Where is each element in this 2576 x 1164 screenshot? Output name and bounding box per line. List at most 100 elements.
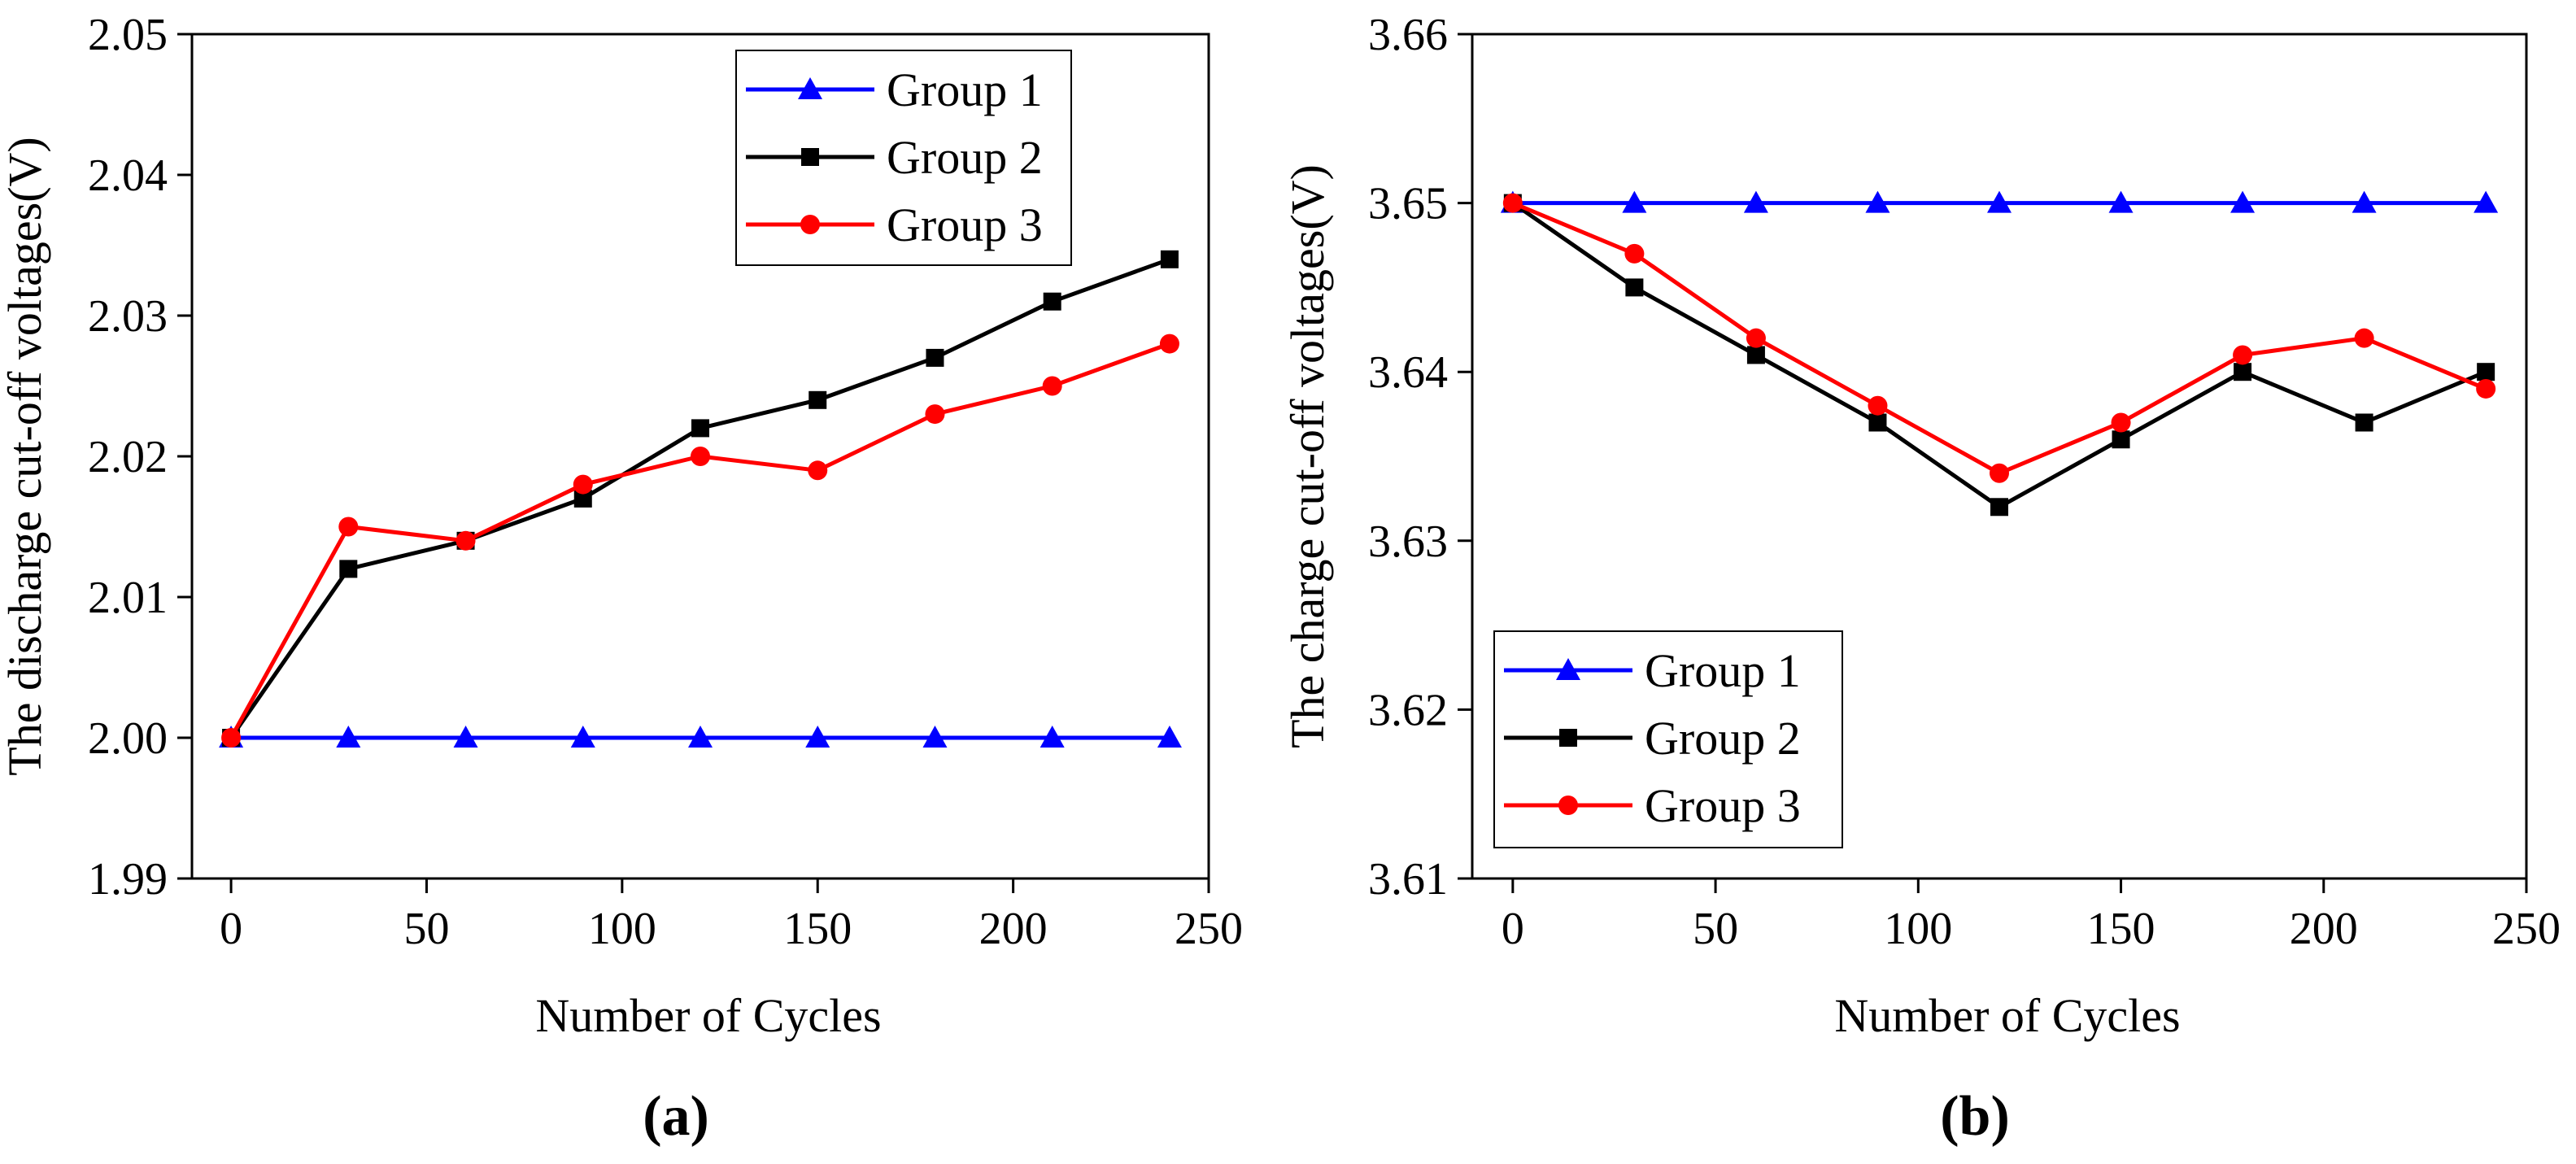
data-point: [1746, 328, 1766, 348]
series-group-3: [1502, 193, 2496, 483]
y-tick-label: 2.03: [88, 291, 168, 342]
series-line: [229, 257, 1170, 739]
data-point: [1865, 190, 1890, 213]
data-point: [2352, 190, 2377, 213]
x-tick-label: 200: [979, 904, 1048, 954]
legend-label: Group 3: [1645, 779, 1801, 832]
data-point: [1160, 250, 1179, 268]
x-tick-label: 0: [1502, 904, 1524, 954]
x-tick-label: 100: [1884, 904, 1952, 954]
series-line: [1511, 201, 2487, 476]
x-tick-label: 0: [220, 904, 242, 954]
legend-item: Group 2: [746, 131, 1043, 184]
series-group-1: [219, 726, 1182, 748]
data-point: [1868, 413, 1887, 432]
data-point: [691, 419, 709, 438]
legend-label: Group 1: [1645, 644, 1801, 697]
data-point: [1746, 346, 1765, 364]
x-tick-label: 50: [1693, 904, 1738, 954]
data-point: [2108, 190, 2134, 213]
data-point: [691, 447, 710, 466]
data-point: [1743, 190, 1768, 213]
legend-swatch-marker: [1556, 658, 1580, 680]
data-point: [338, 517, 359, 537]
y-axis-label: The discharge cut-off voltages(V): [0, 137, 51, 775]
data-point: [1040, 726, 1065, 748]
data-point: [1043, 292, 1061, 311]
data-point: [2112, 430, 2130, 449]
data-point: [2474, 190, 2499, 213]
legend-label: Group 1: [887, 63, 1043, 116]
data-point: [2477, 363, 2495, 381]
legend-label: Group 2: [887, 131, 1043, 184]
data-point: [2476, 378, 2496, 399]
y-tick-label: 3.62: [1368, 685, 1448, 735]
series-line: [229, 342, 1170, 739]
series-group-3: [221, 334, 1179, 748]
data-point: [1624, 243, 1645, 264]
chart-panel-a: 0 50 100 150 200 250 1.99 2.00 2.01 2.02 2.03 2.04 2…: [0, 10, 1243, 1148]
data-point: [453, 726, 478, 748]
panel-label: (b): [1940, 1085, 2010, 1148]
series-group-1: [1500, 190, 2499, 213]
data-point: [2233, 345, 2253, 365]
legend: Group 1 Group 2 Group 3: [1493, 630, 1843, 848]
y-tick-label: 3.61: [1368, 854, 1448, 905]
series-line: [1511, 201, 2487, 509]
panel-label: (a): [643, 1085, 709, 1148]
data-point: [1625, 278, 1644, 297]
data-point: [2355, 413, 2373, 432]
data-point: [1990, 498, 2008, 517]
data-point: [573, 489, 592, 508]
y-tick-label: 2.01: [88, 573, 168, 623]
y-tick-label: 3.65: [1368, 179, 1448, 229]
legend-swatch-marker: [1558, 796, 1578, 815]
legend-item: Group 3: [1504, 779, 1801, 832]
x-tick-label: 50: [403, 904, 449, 954]
data-point: [1990, 463, 2009, 483]
data-point: [1042, 376, 1062, 396]
data-point: [926, 348, 944, 367]
legend: Group 1 Group 2 Group 3: [735, 50, 1072, 266]
legend-swatch-marker: [798, 77, 822, 99]
data-point: [925, 404, 945, 425]
data-point: [1622, 190, 1647, 213]
x-tick-label: 150: [2087, 904, 2155, 954]
x-axis-label: Number of Cycles: [1834, 989, 2180, 1042]
legend-item: Group 2: [1504, 712, 1801, 765]
data-point: [808, 460, 828, 481]
data-point: [922, 726, 948, 748]
x-tick-label: 200: [2290, 904, 2358, 954]
chart-panel-b: 0 50 100 150 200 250 3.61 3.62 3.63 3.64 3.65 3.66 N…: [1281, 10, 2561, 1148]
y-tick-label: 3.63: [1368, 517, 1448, 567]
y-tick-label: 2.04: [88, 150, 168, 201]
y-tick-label: 2.00: [88, 713, 168, 764]
y-axis-label: The charge cut-off voltages(V): [1281, 164, 1334, 748]
y-tick-label: 3.64: [1368, 347, 1448, 398]
data-point: [339, 560, 358, 578]
x-tick-label: 100: [588, 904, 656, 954]
data-point: [455, 530, 476, 551]
data-point: [1987, 190, 2012, 213]
y-tick-label: 2.02: [88, 432, 168, 482]
data-point: [688, 726, 713, 748]
data-point: [809, 390, 827, 409]
data-point: [2234, 363, 2252, 381]
y-tick-label: 3.66: [1368, 10, 1448, 60]
series-group-2: [222, 250, 1179, 747]
data-point: [1157, 726, 1182, 748]
data-point: [1502, 193, 1523, 213]
legend-label: Group 2: [1645, 712, 1801, 765]
data-point: [2111, 412, 2131, 433]
data-point: [2230, 190, 2256, 213]
legend-item: Group 1: [746, 63, 1043, 116]
x-tick-label: 150: [783, 904, 852, 954]
legend-label: Group 3: [887, 198, 1043, 251]
legend-item: Group 1: [1504, 644, 1801, 697]
legend-swatch-marker: [800, 215, 820, 234]
data-point: [2354, 328, 2374, 348]
legend-item: Group 3: [746, 198, 1043, 251]
x-tick-label: 250: [2492, 904, 2561, 954]
data-point: [336, 726, 361, 748]
